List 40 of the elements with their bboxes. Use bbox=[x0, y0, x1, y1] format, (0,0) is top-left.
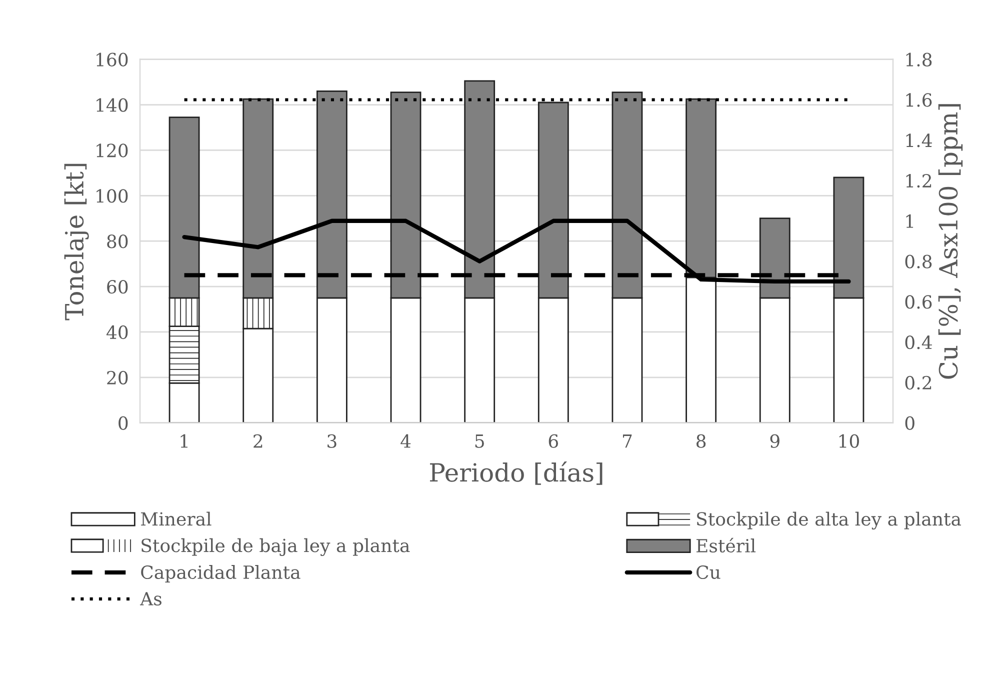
y2-tick-label: 0.8 bbox=[905, 254, 932, 268]
x-tick-label: 6 bbox=[548, 434, 558, 448]
y2-tick-label: 0.2 bbox=[905, 376, 932, 390]
y-tick-label: 80 bbox=[107, 234, 128, 248]
legend-label: Mineral bbox=[140, 512, 212, 526]
y-tick-label: 100 bbox=[96, 189, 128, 203]
y2-tick-label: 0 bbox=[905, 416, 914, 430]
y2-tick-label: 1.8 bbox=[906, 52, 932, 66]
y2-tick-label: 0.4 bbox=[905, 336, 932, 350]
y-tick-label: 60 bbox=[107, 280, 128, 294]
legend-label: Stockpile de alta ley a planta bbox=[697, 512, 962, 530]
x-tick-label: 3 bbox=[328, 434, 336, 448]
x-tick-label: 1 bbox=[180, 434, 188, 448]
legend-label: As bbox=[140, 592, 162, 606]
y-tick-label: 20 bbox=[107, 370, 128, 385]
x-tick-label: 4 bbox=[400, 434, 411, 448]
legend-label: Capacidad Planta bbox=[141, 565, 300, 583]
x-tick-label: 2 bbox=[254, 434, 262, 448]
y-tick-label: 40 bbox=[106, 325, 128, 340]
legend-label: Cu bbox=[696, 565, 720, 580]
y2-tick-label: 1.2 bbox=[906, 174, 932, 188]
y2-tick-label: 1.4 bbox=[906, 134, 932, 148]
legend-label: Stockpile de baja ley a planta bbox=[142, 538, 410, 556]
y2-axis-title: Cu [%], Asx100 [ppm] bbox=[938, 104, 963, 379]
y-tick-label: 140 bbox=[96, 98, 128, 112]
y-tick-label: 160 bbox=[96, 52, 128, 66]
x-tick-label: 8 bbox=[696, 434, 706, 448]
y-tick-label: 0 bbox=[118, 416, 128, 430]
x-tick-label: 7 bbox=[623, 434, 632, 448]
y-axis-title: Tonelaje [kt] bbox=[64, 164, 89, 320]
legend-label: Estéril bbox=[696, 538, 756, 553]
x-tick-label: 10 bbox=[839, 434, 859, 448]
x-tick-label: 5 bbox=[475, 434, 484, 448]
x-tick-label: 9 bbox=[770, 434, 780, 448]
y2-tick-label: 1 bbox=[906, 214, 914, 228]
x-axis-title: Periodo [días] bbox=[430, 462, 602, 485]
y2-tick-label: 0.6 bbox=[905, 295, 932, 309]
y2-tick-label: 1.6 bbox=[906, 93, 932, 107]
line-series bbox=[182, 218, 851, 284]
y-tick-label: 120 bbox=[96, 144, 128, 158]
